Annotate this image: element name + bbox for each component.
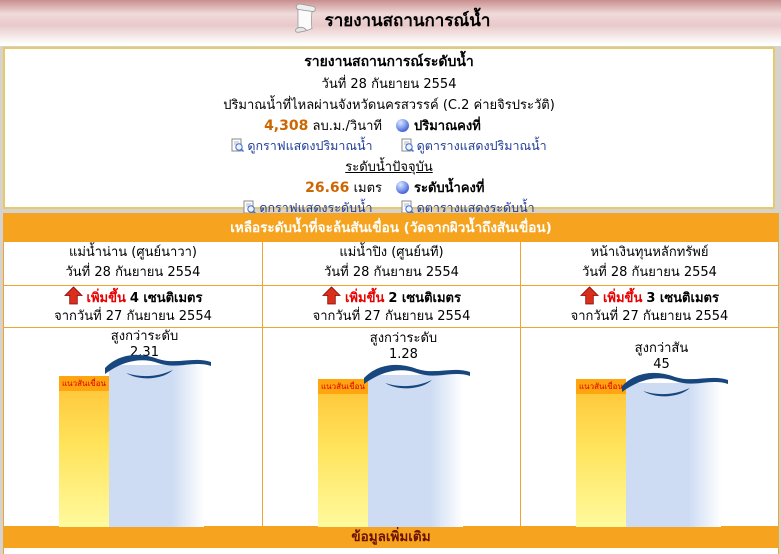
summary-date: วันที่ 28 กันยายน 2554 [321,77,457,92]
water-wave-icon [363,364,470,389]
dam-crest-bar: แนวสันเขื่อน [59,376,109,527]
crest-strip-label: แนวสันเขื่อน [317,379,368,394]
above-label-text: สูงกว่าระดับ [110,329,179,344]
page-header: รายงานสถานการณ์น้ำ [0,0,781,46]
compare-date: จากวันที่ 27 กันยายน 2554 [312,309,471,324]
level-graph-link-label: ดูกราฟแสดงระดับน้ำ [259,200,373,215]
change-amount: 2 เซนติเมตร [388,290,461,306]
station-col-securities: หน้าเงินทุนหลักทรัพย์ วันที่ 28 กันยายน … [519,242,778,527]
level-value: 26.66 [305,180,350,196]
flow-graph-link[interactable]: ดูกราฟแสดงปริมาณน้ำ [231,136,373,156]
change-word: เพิ่มขึ้น [86,290,126,306]
more-info-button[interactable]: ข้อมูลเพิ่มเติม [4,526,778,548]
flow-status: ปริมาณคงที่ [414,119,481,134]
dam-crest-bar: แนวสันเขื่อน [317,379,368,527]
page-title: รายงานสถานการณ์น้ำ [324,10,491,31]
compare-date: จากวันที่ 27 กันยายน 2554 [54,309,212,324]
change-amount: 4 เซนติเมตร [129,290,203,306]
change-word: เพิ่มขึ้น [344,290,385,306]
station-head: แม่น้ำปิง (ศูนย์นที) วันที่ 28 กันยายน 2… [262,242,520,286]
water-level-chart: สูงกว่าสัน 45 แนวสันเขื่อน [521,328,778,527]
flow-graph-link-label: ดูกราฟแสดงปริมาณน้ำ [247,138,373,153]
above-label-text: สูงกว่าระดับ [369,331,438,346]
station-date: วันที่ 28 กันยายน 2554 [65,265,201,280]
crest-strip-label: แนวสันเขื่อน [59,376,109,391]
station-date: วันที่ 28 กันยายน 2554 [323,265,459,280]
table-bottom-strip [4,548,778,554]
flow-value: 4,308 [264,118,309,134]
station-change: เพิ่มขึ้น 3 เซนติเมตร จากวันที่ 27 กันยา… [520,285,778,328]
dam-table-title: เหลือระดับน้ำที่จะล้นสันเขื่อน (วัดจากผิ… [4,214,778,242]
dam-crest-bar: แนวสันเขื่อน [575,379,626,527]
scroll-icon [291,2,321,38]
change-word: เพิ่มขึ้น [602,290,643,306]
flow-caption: ปริมาณน้ำที่ไหลผ่านจังหวัดนครสวรรค์ (C.2… [223,98,555,113]
station-head: แม่น้ำน่าน (ศูนย์นาวา) วันที่ 28 กันยายน… [4,242,262,286]
water-wave-icon [621,372,728,397]
water-bar [109,365,204,527]
flow-unit: ลบ.ม./วินาที [312,119,383,134]
station-date: วันที่ 28 กันยายน 2554 [581,265,717,280]
station-columns: แม่น้ำน่าน (ศูนย์นาวา) วันที่ 28 กันยายน… [4,242,778,527]
water-bar [367,375,463,527]
compare-date: จากวันที่ 27 กันยายน 2554 [570,309,729,324]
water-level-chart: สูงกว่าระดับ 1.28 แนวสันเขื่อน [263,328,520,527]
dam-table: เหลือระดับน้ำที่จะล้นสันเขื่อน (วัดจากผิ… [3,213,779,554]
above-label-text: สูงกว่าสัน [634,341,689,356]
station-col-nan: แม่น้ำน่าน (ศูนย์นาวา) วันที่ 28 กันยายน… [4,242,262,527]
flow-value-row: 4,308 ลบ.ม./วินาที ปริมาณคงที่ [5,115,773,136]
level-unit: เมตร [353,181,382,196]
water-level-chart: สูงกว่าระดับ 2.31 แนวสันเขื่อน [4,328,262,527]
graph-magnifier-icon [243,200,257,217]
flow-table-link[interactable]: ดูตารางแสดงปริมาณน้ำ [401,136,547,156]
water-bar [625,383,721,527]
change-amount: 3 เซนติเมตร [646,290,719,306]
station-col-ping: แม่น้ำปิง (ศูนย์นที) วันที่ 28 กันยายน 2… [261,242,520,527]
summary-title: รายงานสถานการณ์ระดับน้ำ [304,54,474,70]
station-head: หน้าเงินทุนหลักทรัพย์ วันที่ 28 กันยายน … [520,242,778,286]
flow-links-row: ดูกราฟแสดงปริมาณน้ำ ดูตารางแสดงปริมาณน้ำ [5,136,773,156]
above-crest-label: สูงกว่าสัน 45 [589,341,734,373]
table-magnifier-icon [401,200,414,217]
level-links-row: ดูกราฟแสดงระดับน้ำ ดูตารางแสดงระดับน้ำ [5,198,773,218]
crest-strip-label: แนวสันเขื่อน [575,379,626,394]
level-table-link-label: ดูตารางแสดงระดับน้ำ [416,200,535,215]
above-value-text: 1.28 [389,347,418,362]
station-name: แม่น้ำน่าน (ศูนย์นาวา) [68,245,197,260]
arrow-up-icon [580,285,599,309]
station-change: เพิ่มขึ้น 4 เซนติเมตร จากวันที่ 27 กันยา… [4,285,262,328]
status-sphere-icon [396,119,409,132]
water-wave-icon [105,354,211,379]
status-sphere-icon [396,181,409,194]
level-graph-link[interactable]: ดูกราฟแสดงระดับน้ำ [243,198,373,218]
level-heading: ระดับน้ำปัจจุบัน [345,160,433,175]
level-value-row: 26.66 เมตร ระดับน้ำคงที่ [5,177,773,198]
table-magnifier-icon [401,138,414,155]
flow-table-link-label: ดูตารางแสดงปริมาณน้ำ [416,138,547,153]
station-name: แม่น้ำปิง (ศูนย์นที) [339,245,444,260]
arrow-up-icon [63,285,83,309]
level-table-link[interactable]: ดูตารางแสดงระดับน้ำ [401,198,535,218]
above-crest-label: สูงกว่าระดับ 1.28 [331,331,476,363]
station-change: เพิ่มขึ้น 2 เซนติเมตร จากวันที่ 27 กันยา… [262,285,520,328]
above-value-text: 45 [653,357,670,372]
arrow-up-icon [322,285,341,309]
graph-magnifier-icon [231,138,245,155]
station-name: หน้าเงินทุนหลักทรัพย์ [590,245,709,260]
summary-panel: รายงานสถานการณ์ระดับน้ำ วันที่ 28 กันยาย… [3,47,775,215]
level-status: ระดับน้ำคงที่ [414,181,485,196]
